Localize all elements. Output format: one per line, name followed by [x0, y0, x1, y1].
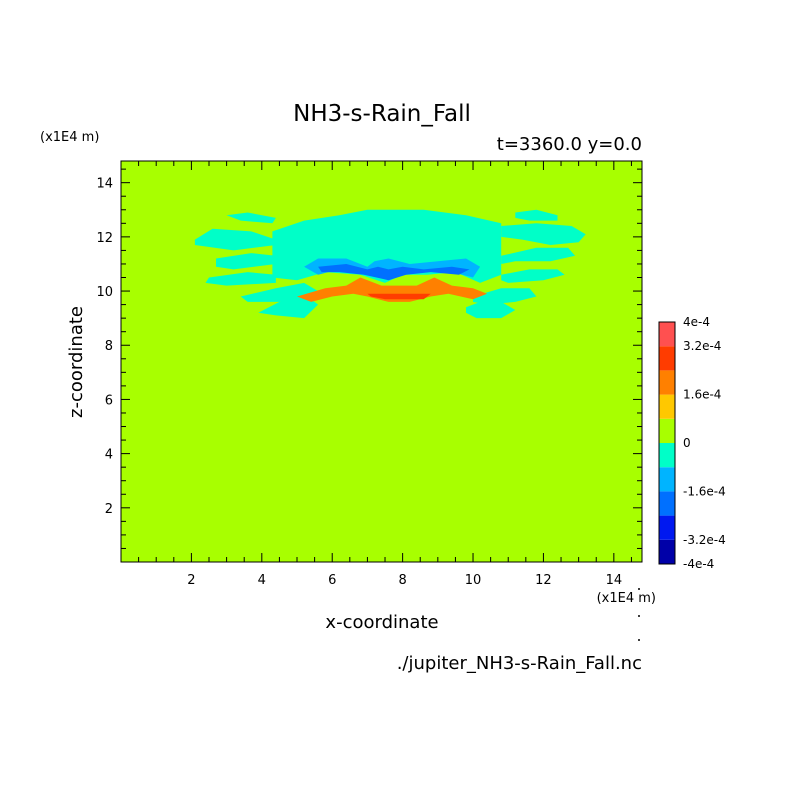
corner-dot: [638, 639, 640, 641]
x-axis-label: x-coordinate: [325, 612, 438, 633]
colorbar-segment: [659, 443, 675, 468]
corner-dot: [638, 588, 640, 590]
contour-region: [515, 209, 558, 221]
colorbar-tick-label: -3.2e-4: [683, 533, 726, 547]
colorbar-segment: [659, 515, 675, 540]
y-axis-label: z-coordinate: [66, 306, 87, 418]
colorbar-segment: [659, 539, 675, 564]
colorbar-segment: [659, 418, 675, 443]
x-tick-label: 10: [465, 573, 482, 588]
x-tick-label: 8: [398, 573, 406, 588]
x-unit-label: (x1E4 m): [597, 591, 656, 606]
plot-area: 2 4 6 8 10 12 14 2 4 6 8 10 12 14: [96, 160, 643, 588]
z-tick-label: 12: [96, 231, 113, 246]
z-axis-ticks: 2 4 6 8 10 12 14: [96, 168, 642, 549]
colorbar-tick-label: -1.6e-4: [683, 484, 726, 498]
colorbar-tick-label: -4e-4: [683, 557, 714, 571]
x-axis-ticks: 2 4 6 8 10 12 14: [138, 161, 632, 588]
contour-region: [501, 269, 565, 283]
colorbar-tick-label: 3.2e-4: [683, 339, 721, 353]
plot-frame: [120, 160, 643, 563]
contour-region: [367, 293, 431, 300]
z-tick-label: 6: [105, 393, 113, 408]
corner-marks: [638, 588, 640, 641]
contour-region: [501, 223, 586, 245]
colorbar-segment: [659, 491, 675, 516]
x-tick-label: 12: [535, 573, 552, 588]
z-unit-label: (x1E4 m): [40, 130, 99, 145]
x-tick-label: 14: [606, 573, 623, 588]
colorbar-segment: [659, 322, 675, 347]
colorbar: -4e-4 -3.2e-4 -1.6e-4 0 1.6e-4 3.2e-4 4e-4: [658, 315, 726, 571]
contour-region: [205, 272, 276, 286]
x-tick-label: 2: [187, 573, 195, 588]
x-tick-label: 6: [328, 573, 336, 588]
corner-dot: [638, 615, 640, 617]
contour-region: [501, 247, 576, 264]
contour-region: [466, 299, 516, 319]
z-tick-label: 10: [96, 285, 113, 300]
colorbar-segment: [659, 370, 675, 395]
x-tick-label: 4: [258, 573, 266, 588]
contour-region: [216, 253, 276, 270]
contour-region: [297, 277, 488, 302]
z-tick-label: 14: [96, 177, 113, 192]
contour-region: [226, 212, 276, 224]
z-tick-label: 4: [105, 448, 113, 463]
contour-region: [318, 264, 470, 281]
colorbar-segment: [659, 467, 675, 492]
colorbar-tick-label: 1.6e-4: [683, 388, 721, 402]
colorbar-tick-label: 4e-4: [683, 315, 710, 329]
chart-title: NH3-s-Rain_Fall: [293, 101, 471, 127]
source-file-label: ./jupiter_NH3-s-Rain_Fall.nc: [397, 653, 642, 674]
contour-region: [194, 228, 276, 251]
colorbar-tick-label: 0: [683, 436, 691, 450]
z-tick-label: 2: [105, 502, 113, 517]
contour-regions: [194, 209, 586, 319]
contour-region: [258, 296, 319, 319]
chart-subtitle: t=3360.0 y=0.0: [497, 134, 642, 155]
z-tick-label: 8: [105, 339, 113, 354]
colorbar-segment: [659, 394, 675, 419]
colorbar-segment: [659, 346, 675, 371]
colorbar-frame: [658, 321, 676, 565]
